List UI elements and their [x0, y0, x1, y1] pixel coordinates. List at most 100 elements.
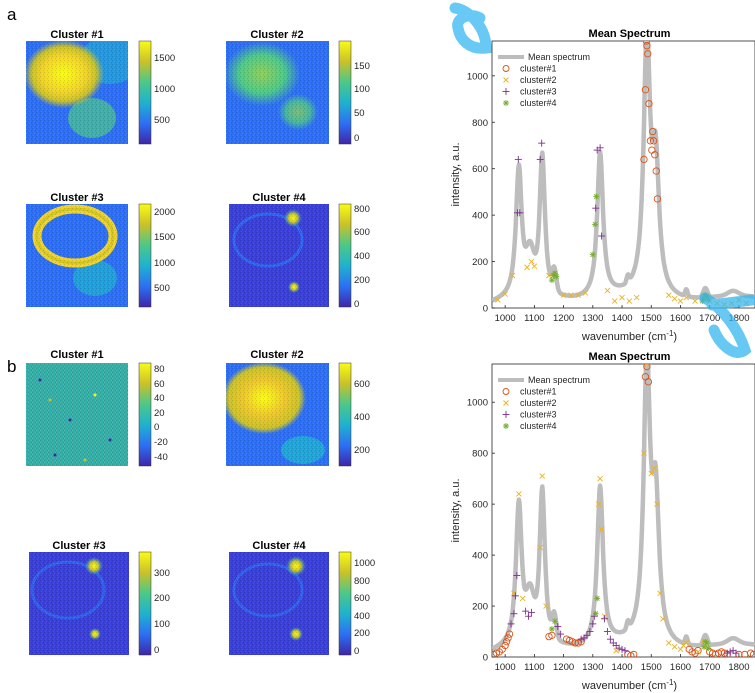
x-axis-label: wavenumber (cm-1) — [581, 329, 677, 344]
cluster2-point — [568, 292, 574, 299]
cluster2-point — [502, 291, 508, 297]
plot-area — [491, 363, 755, 658]
series-group — [492, 364, 755, 657]
cluster4-point — [548, 625, 555, 632]
y-axis-label: intensity, a.u. — [450, 479, 462, 543]
x-tick-label: 1700 — [699, 662, 720, 673]
colorbar-tick: 500 — [154, 115, 170, 126]
colorbar-tick: 0 — [354, 646, 359, 657]
spectrum-plot-b: Mean Spectrum 1000 1100 1200 1300 1400 1500 160… — [450, 351, 755, 692]
y-tick-label: 1000 — [467, 398, 488, 409]
cluster2-point — [524, 264, 530, 271]
cluster2-point — [595, 501, 602, 507]
cluster3-point — [511, 592, 519, 600]
x-tick-label: 1200 — [553, 313, 574, 324]
cluster3-point — [514, 155, 522, 163]
cluster2-point — [531, 263, 538, 270]
heatmap-title: Cluster #4 — [252, 192, 306, 204]
heatmap-a-cluster3: Cluster #3 2000 1500 1000 500 — [26, 192, 175, 308]
cluster3-point — [525, 612, 533, 620]
legend-swatch-cluster1 — [502, 388, 510, 395]
colorbar-tick: 50 — [354, 108, 365, 119]
cluster2-point — [657, 590, 663, 597]
y-tick-label: 200 — [472, 602, 488, 613]
heatmap-b-cluster3: Cluster #3 300 200 100 0 — [29, 540, 170, 656]
cluster2-point — [665, 292, 672, 299]
cluster1-point — [644, 378, 652, 386]
cluster1-point — [644, 50, 652, 58]
y-tick-label: 800 — [472, 118, 488, 129]
cluster1-point — [548, 631, 556, 639]
y-tick-label: 400 — [472, 551, 488, 562]
cluster1-point — [652, 167, 660, 175]
y-tick-label: 400 — [472, 211, 488, 222]
colorbar-tick: -20 — [154, 437, 168, 448]
x-axis-label-main: wavenumber (cm — [581, 680, 666, 692]
cluster2-point — [516, 491, 522, 497]
cluster1-point — [749, 650, 755, 657]
cluster3-point — [557, 630, 565, 638]
colorbar-tick: 1000 — [154, 258, 175, 269]
cluster1-point — [624, 650, 632, 657]
colorbar-tick: 200 — [154, 593, 170, 604]
x-axis-label-main: wavenumber (cm — [581, 331, 666, 343]
panel-label-b: b — [7, 357, 16, 376]
cluster3-point — [601, 615, 609, 623]
cluster4-point — [593, 193, 600, 200]
cluster3-point — [510, 610, 518, 618]
cluster3-point — [603, 628, 611, 636]
cluster2-point — [692, 298, 698, 304]
colorbar-tick: 80 — [154, 364, 165, 375]
cluster3-point — [615, 644, 623, 652]
cluster4-point — [553, 273, 560, 280]
cluster3-point — [538, 139, 546, 147]
x-tick-label: 1000 — [495, 313, 516, 324]
cluster1-point — [640, 155, 648, 164]
cluster2-point — [597, 475, 603, 482]
legend-swatch-cluster2 — [503, 400, 509, 406]
cluster3-point — [536, 155, 544, 163]
cluster2-point — [651, 465, 658, 472]
cluster3-point — [598, 232, 606, 240]
colorbar-tick: 400 — [354, 412, 370, 423]
y-tick-label: 200 — [472, 257, 488, 268]
colorbar-tick: 150 — [354, 61, 370, 72]
cluster2-point — [604, 287, 611, 294]
legend-entry: Mean spectrum — [528, 52, 590, 62]
legend-swatch-cluster1 — [502, 65, 510, 72]
y-tick-label: 800 — [472, 449, 488, 460]
x-tick-label: 1200 — [553, 662, 574, 673]
cluster3-point — [618, 645, 626, 653]
cluster2-point — [683, 294, 690, 301]
cluster2-point — [611, 298, 618, 304]
y-tick-label: 1000 — [467, 71, 488, 82]
x-tick-label: 1300 — [582, 662, 603, 673]
x-axis-label-close: ) — [673, 680, 677, 692]
x-tick-label: 1500 — [641, 662, 662, 673]
chart-title: Mean Spectrum — [589, 28, 671, 40]
colorbar-tick: 200 — [354, 628, 370, 639]
cluster2-point — [582, 290, 589, 296]
colorbar-tick: -40 — [154, 452, 168, 463]
cluster2-point — [613, 647, 620, 654]
x-axis-label: wavenumber (cm-1) — [581, 678, 677, 693]
cluster2-point — [539, 473, 546, 479]
legend-entry: cluster#3 — [520, 410, 557, 420]
watermark — [449, 2, 755, 358]
x-axis-label-close: ) — [673, 331, 677, 343]
legend-entry: cluster#1 — [520, 64, 557, 74]
cluster2-point — [644, 364, 650, 367]
heatmap-title: Cluster #4 — [252, 540, 306, 552]
cluster4-point — [594, 595, 601, 602]
cluster3-point — [726, 648, 734, 656]
y-tick-label: 600 — [472, 500, 488, 511]
cluster1-point — [643, 41, 651, 50]
cluster2-point — [509, 272, 516, 279]
heatmap-title: Cluster #3 — [50, 192, 103, 204]
cluster3-point — [592, 204, 600, 212]
colorbar-tick: 1500 — [154, 232, 175, 243]
cluster2-point — [641, 450, 647, 456]
x-tick-label: 1700 — [699, 313, 720, 324]
